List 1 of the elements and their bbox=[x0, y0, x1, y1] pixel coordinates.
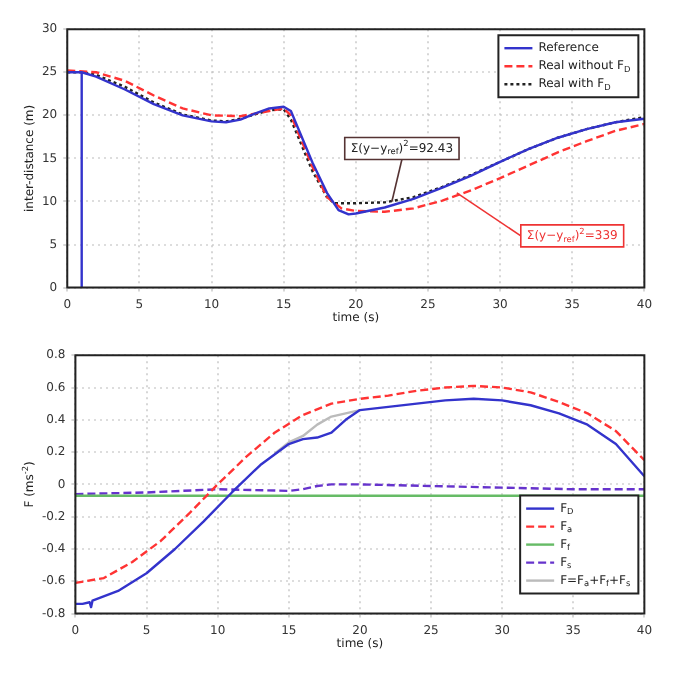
line-series bbox=[75, 384, 645, 585]
